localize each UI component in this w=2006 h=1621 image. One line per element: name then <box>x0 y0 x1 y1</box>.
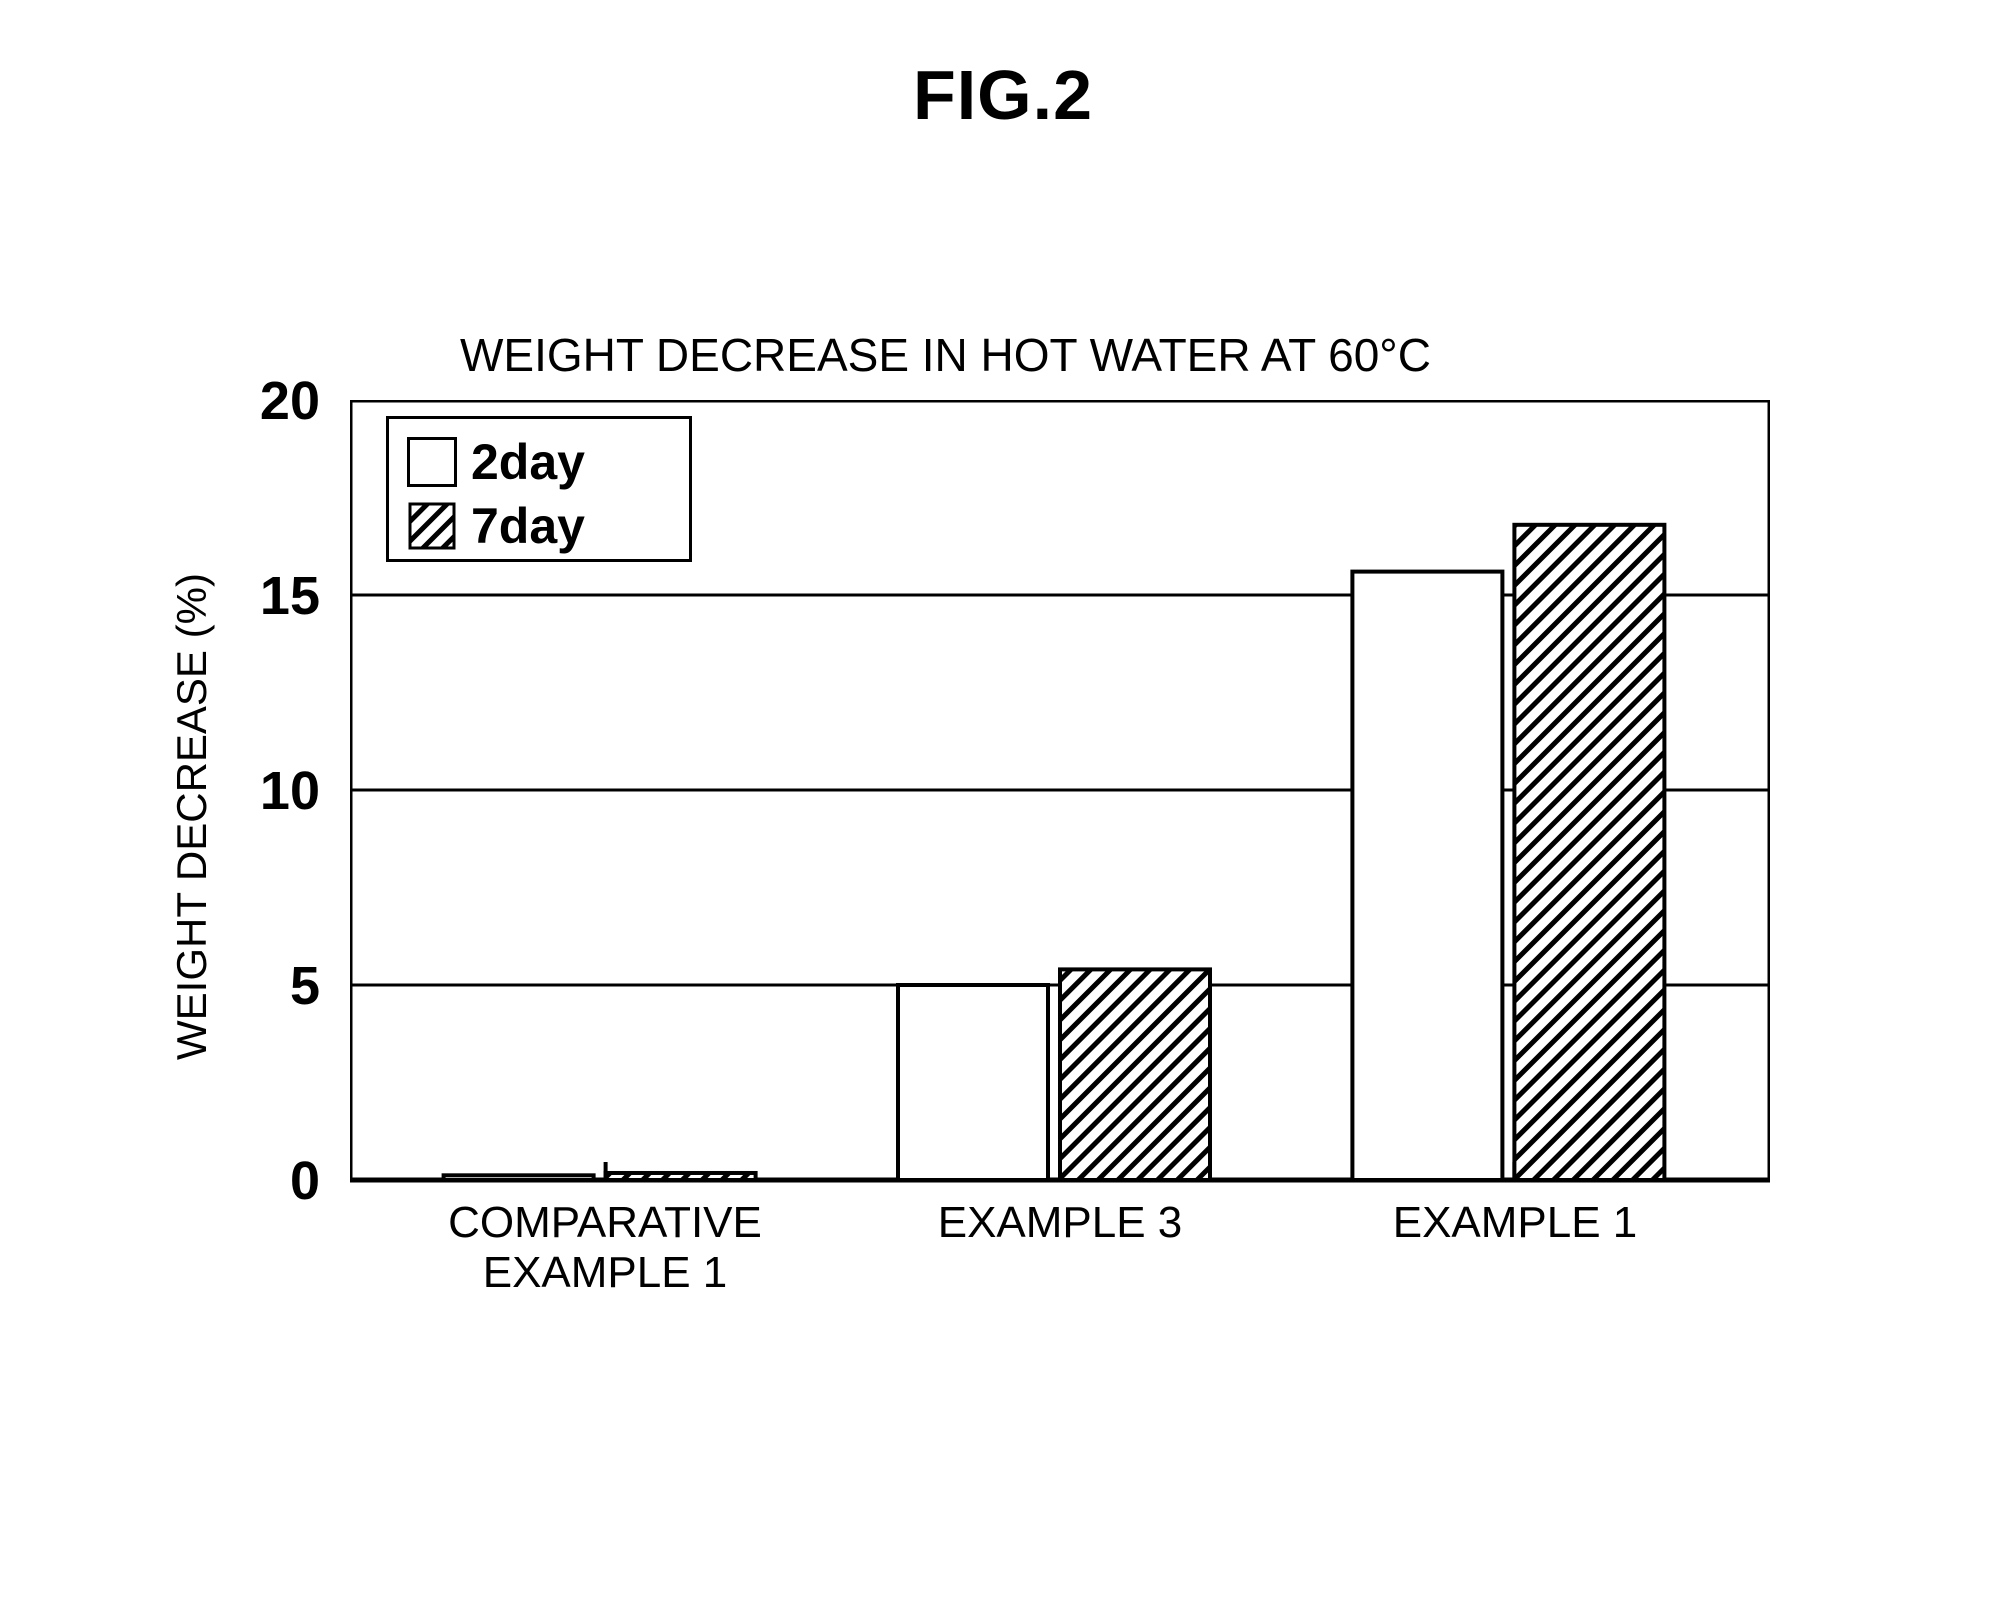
chart-title: WEIGHT DECREASE IN HOT WATER AT 60°C <box>460 328 1431 382</box>
category-label-0: COMPARATIVE EXAMPLE 1 <box>405 1198 805 1298</box>
y-tick-5: 5 <box>230 955 320 1017</box>
y-tick-20: 20 <box>230 370 320 432</box>
page: FIG.2 WEIGHT DECREASE IN HOT WATER AT 60… <box>0 0 2006 1621</box>
bar-comparative-7day <box>606 1173 756 1180</box>
category-label-1-line1: EXAMPLE 3 <box>938 1198 1183 1247</box>
y-axis-label: WEIGHT DECREASE (%) <box>168 573 216 1060</box>
legend-row-7day: 7day <box>407 497 585 555</box>
category-label-0-line2: EXAMPLE 1 <box>405 1248 805 1298</box>
y-tick-10: 10 <box>230 760 320 822</box>
bar-example1-2day <box>1352 572 1502 1180</box>
legend-label-7day: 7day <box>471 497 585 555</box>
legend-swatch-2day <box>407 437 457 487</box>
legend-row-2day: 2day <box>407 433 585 491</box>
y-tick-15: 15 <box>230 565 320 627</box>
bar-comparative-2day <box>444 1175 594 1180</box>
category-label-2: EXAMPLE 1 <box>1365 1198 1665 1248</box>
bar-example3-7day <box>1060 969 1210 1180</box>
legend-swatch-7day <box>407 501 457 551</box>
category-label-2-line1: EXAMPLE 1 <box>1393 1198 1638 1247</box>
category-label-1: EXAMPLE 3 <box>910 1198 1210 1248</box>
figure-label: FIG.2 <box>0 55 2006 135</box>
category-label-0-line1: COMPARATIVE <box>448 1198 762 1247</box>
bar-example1-7day <box>1514 525 1664 1180</box>
y-tick-0: 0 <box>230 1150 320 1212</box>
legend-label-2day: 2day <box>471 433 585 491</box>
bar-example3-2day <box>898 985 1048 1180</box>
legend: 2day 7day <box>386 416 692 562</box>
